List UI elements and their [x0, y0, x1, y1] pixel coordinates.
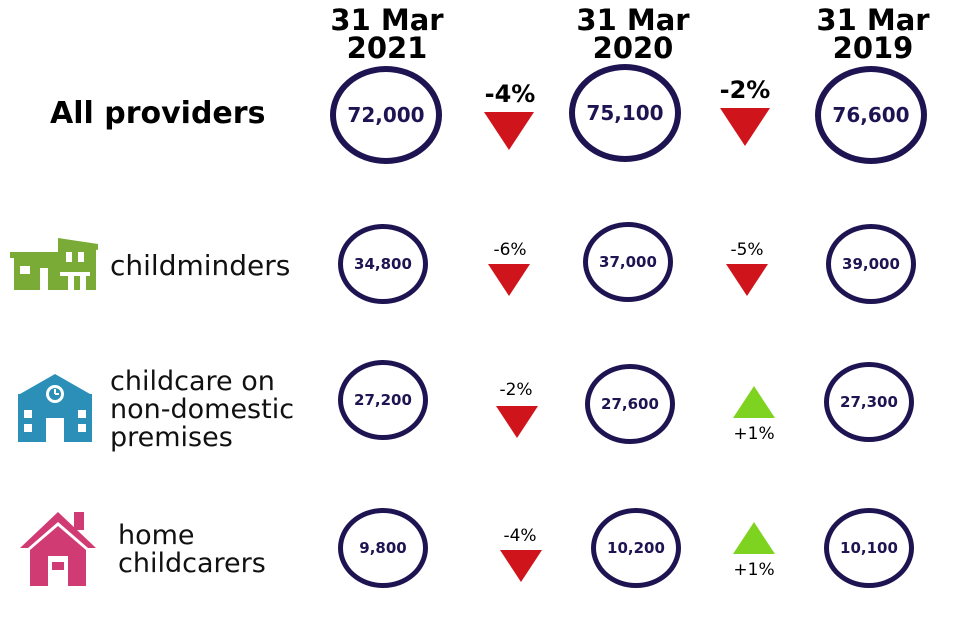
change-label-childminders-2: -5% — [730, 240, 764, 260]
row-label-line: premises — [110, 422, 233, 453]
decrease-arrow-icon — [726, 264, 768, 296]
date-header-day-month: 31 Mar — [576, 3, 690, 37]
value-circle-home-2019: 10,100 — [824, 508, 914, 588]
date-header-year: 2019 — [832, 31, 914, 65]
row-label-all-providers: All providers — [50, 96, 266, 131]
decrease-arrow-icon — [484, 112, 534, 150]
change-label-home-2: +1% — [733, 560, 775, 580]
value-circle-childminders-2020: 37,000 — [583, 222, 673, 302]
value-circle-non-domestic-2019: 27,300 — [824, 362, 914, 442]
home-icon — [20, 512, 96, 586]
row-label-line: childcare on — [110, 366, 275, 397]
date-header-2021: 31 Mar 2021 — [302, 3, 472, 65]
date-header-day-month: 31 Mar — [816, 3, 930, 37]
row-label-home-childcarers: home childcarers — [118, 522, 266, 578]
decrease-arrow-icon — [500, 550, 542, 582]
value-circle-all-2021: 72,000 — [330, 66, 442, 164]
row-label-line: non-domestic — [110, 394, 295, 425]
change-label-non-domestic-2: +1% — [733, 424, 775, 444]
change-label-home-1: -4% — [503, 526, 537, 546]
date-header-2020: 31 Mar 2020 — [548, 3, 718, 65]
change-label-all-2: -2% — [719, 76, 771, 104]
school-building-icon — [18, 374, 92, 442]
change-label-all-1: -4% — [484, 80, 536, 108]
increase-arrow-icon — [733, 522, 775, 554]
date-header-line: 31 Mar 2020 — [548, 3, 718, 65]
change-label-non-domestic-1: -2% — [499, 380, 533, 400]
decrease-arrow-icon — [720, 108, 770, 146]
increase-arrow-icon — [733, 386, 775, 418]
date-header-2019: 31 Mar 2019 — [788, 3, 958, 65]
value-circle-non-domestic-2021: 27,200 — [338, 360, 428, 440]
decrease-arrow-icon — [488, 264, 530, 296]
date-header-line: 31 Mar 2021 — [302, 3, 472, 65]
row-label-line: childcarers — [118, 548, 266, 579]
date-header-year: 2020 — [592, 31, 674, 65]
date-header-line: 31 Mar 2019 — [788, 3, 958, 65]
house-building-icon — [10, 238, 98, 290]
row-label-non-domestic: childcare on non-domestic premises — [110, 368, 294, 452]
change-label-childminders-1: -6% — [493, 240, 527, 260]
decrease-arrow-icon — [496, 406, 538, 438]
date-header-day-month: 31 Mar — [330, 3, 444, 37]
value-circle-childminders-2019: 39,000 — [826, 224, 916, 304]
value-circle-all-2020: 75,100 — [569, 64, 681, 162]
value-circle-childminders-2021: 34,800 — [338, 224, 428, 304]
date-header-year: 2021 — [346, 31, 428, 65]
row-label-childminders: childminders — [110, 249, 291, 282]
value-circle-all-2019: 76,600 — [815, 66, 927, 164]
value-circle-home-2021: 9,800 — [338, 508, 428, 588]
row-label-line: home — [118, 520, 195, 551]
value-circle-non-domestic-2020: 27,600 — [585, 364, 675, 444]
value-circle-home-2020: 10,200 — [591, 508, 681, 588]
